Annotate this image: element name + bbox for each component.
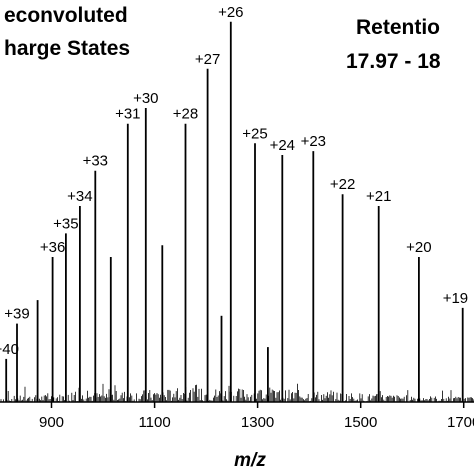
x-tick-label: 1700 [447, 414, 474, 431]
peak-label-z25: +25 [242, 125, 267, 142]
x-tick-label: 1100 [138, 414, 170, 431]
peak-label-z31: +31 [115, 106, 140, 123]
peak-label-z35: +35 [53, 215, 78, 232]
spectrum-peaks [5, 21, 464, 402]
baseline-noise [0, 383, 474, 402]
peak-label-z39: +39 [4, 306, 29, 323]
charge-state-labels: +40 +39 +36 +35 +34 +33 +31+30 +28 +27 +26 +25+24 +… [0, 4, 468, 358]
peak-label-z23: +23 [301, 133, 326, 150]
title-line-1: econvoluted [4, 4, 128, 27]
x-tick-label: 1300 [241, 414, 274, 431]
peak-label-z27: +27 [195, 51, 220, 68]
x-axis-title: m/z [234, 450, 266, 471]
peak-label-z28: +28 [173, 106, 198, 123]
peak-label-z34: +34 [67, 188, 92, 205]
peak-label-z22: +22 [330, 176, 355, 193]
peak-label-z19: +19 [443, 290, 468, 307]
x-tick-label: 1500 [344, 414, 377, 431]
peak-label-z36: +36 [40, 239, 65, 256]
title-line-2: harge States [4, 37, 130, 60]
peak-label-z26: +26 [218, 4, 243, 21]
x-axis-ticks: 900 1100 1300 1500 1700 [39, 402, 474, 431]
peak-label-z21: +21 [366, 188, 391, 205]
retention-label: Retentio [356, 16, 440, 39]
x-tick-label: 900 [39, 414, 64, 431]
peak-label-z20: +20 [406, 239, 431, 256]
peak-label-z33: +33 [83, 153, 108, 170]
peak-label-z24: +24 [270, 137, 295, 154]
peak-label-z30: +30 [133, 90, 158, 107]
retention-range: 17.97 - 18 [346, 50, 441, 73]
peak-label-z40: +40 [0, 341, 19, 358]
